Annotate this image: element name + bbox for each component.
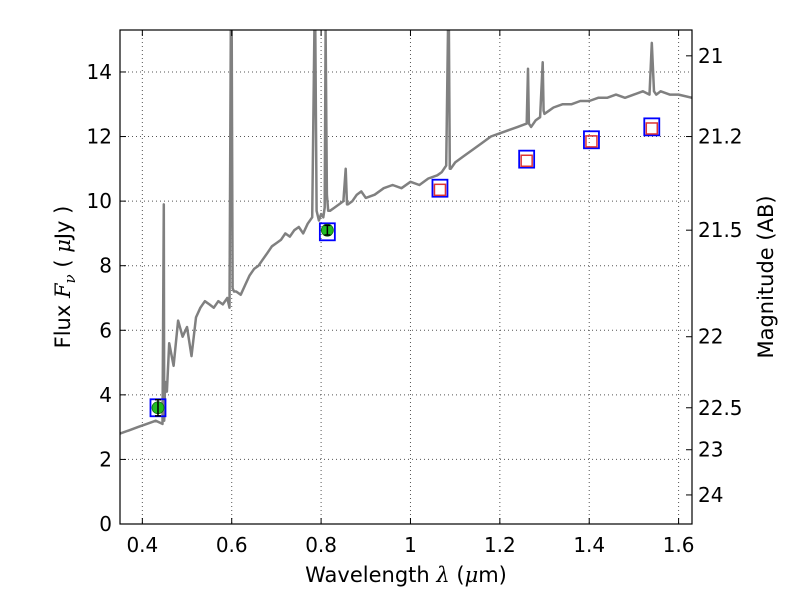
x-tick-label: 1 [404,533,417,557]
y2-tick-label: 23 [698,438,723,462]
y-tick-label: 14 [87,60,112,84]
model-box-red [433,183,447,197]
x-tick-label: 1.4 [573,533,605,557]
model-box-red [520,154,533,168]
y2-tick-label: 22.5 [698,396,743,420]
y2-tick-label: 22 [698,325,723,349]
x-tick-label: 1.2 [484,533,516,557]
y-tick-label: 10 [87,189,112,213]
y-tick-label: 12 [87,125,112,149]
x-tick-label: 0.4 [126,533,158,557]
y2-axis-label: Magnitude (AB) [754,195,778,358]
y-tick-label: 2 [99,447,112,471]
y-tick-label: 4 [99,383,112,407]
y-tick-label: 6 [99,318,112,342]
y2-tick-label: 21.5 [698,218,743,242]
x-tick-label: 1.6 [663,533,695,557]
model-box-red [645,122,659,135]
model-box-blue [431,178,449,198]
model-box-blue [643,117,661,137]
x-axis-label: Wavelength λ (μm) [305,563,507,587]
y2-tick-label: 24 [698,483,723,507]
y2-tick-label: 21.2 [698,125,743,149]
x-tick-label: 0.6 [216,533,248,557]
x-axis-ticks: 0.4 0.6 0.8 1 1.2 1.4 1.6 [126,30,695,557]
model-box-blue [318,222,336,242]
model-box-red [585,135,598,148]
y-tick-label: 8 [99,254,112,278]
plot-frame [119,29,693,525]
photometry-markers [149,117,661,418]
y-axis-ticks: 0 2 4 6 8 10 12 14 [87,60,126,536]
y2-axis-ticks: 21 21.2 21.5 22 22.5 23 24 [686,44,743,507]
y2-tick-label: 21 [698,44,723,68]
model-box-blue [518,149,536,169]
spectrum-line [120,30,692,435]
x-tick-label: 0.8 [305,533,337,557]
y-tick-label: 0 [99,512,112,536]
y-axis-label: Flux Fν ( μJy ) [51,206,79,349]
model-box-blue [583,130,600,150]
